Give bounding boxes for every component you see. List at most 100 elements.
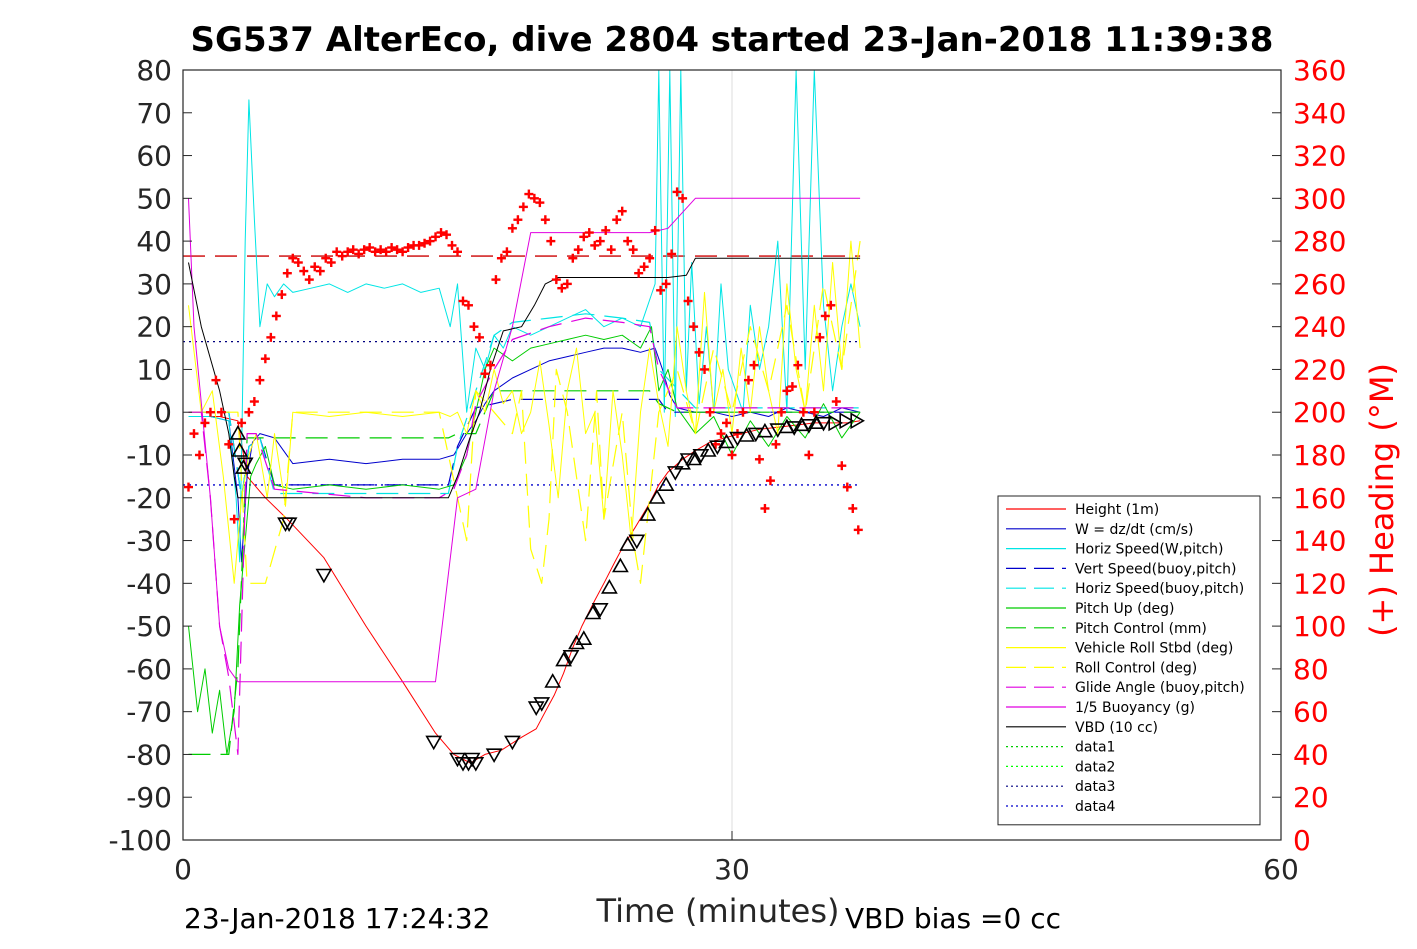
left-tick-label: 50: [136, 182, 172, 215]
legend-label: data2: [1075, 759, 1115, 775]
heading-point: [354, 249, 364, 259]
turn-marker: [280, 517, 298, 533]
series-line-roll_control: [188, 241, 861, 584]
heading-point: [771, 439, 781, 449]
turn-marker: [229, 424, 247, 440]
heading-point: [568, 253, 578, 263]
legend-label: Glide Angle (buoy,pitch): [1075, 680, 1245, 696]
right-tick-label: 160: [1293, 482, 1346, 515]
heading-point: [398, 247, 408, 257]
heading-point: [804, 450, 814, 460]
heading-point: [326, 258, 336, 267]
heading-point: [540, 215, 550, 225]
legend-entry: Horiz Speed(buoy,pitch): [1006, 581, 1244, 597]
turn-marker: [533, 697, 551, 712]
heading-point: [359, 245, 369, 255]
legend-entry: data3: [1006, 779, 1115, 795]
right-tick-label: 320: [1293, 140, 1346, 173]
heading-point: [376, 245, 386, 255]
turn-marker: [562, 649, 580, 665]
turn-marker: [315, 568, 333, 584]
right-tick-label: 140: [1293, 525, 1346, 558]
heading-point: [612, 215, 622, 225]
heading-point: [776, 407, 786, 417]
turn-marker: [628, 534, 646, 550]
heading-point: [584, 228, 594, 238]
heading-point: [672, 187, 682, 197]
heading-point: [590, 240, 600, 250]
legend-label: Vehicle Roll Stbd (deg): [1075, 641, 1233, 657]
heading-point: [260, 354, 270, 364]
heading-point: [551, 275, 561, 285]
heading-point: [403, 243, 413, 253]
heading-point: [387, 243, 397, 253]
heading-point: [842, 482, 852, 492]
axes: 80706050403020100-10-20-30-40-50-60-70-8…: [108, 54, 1346, 886]
right-tick-label: 60: [1293, 696, 1329, 729]
right-tick-label: 200: [1293, 396, 1346, 429]
heading-point: [365, 243, 375, 253]
right-tick-label: 260: [1293, 268, 1346, 301]
turn-marker: [639, 506, 657, 521]
heading-point: [244, 407, 254, 417]
left-tick-label: 70: [136, 97, 172, 130]
heading-point: [381, 247, 391, 257]
left-tick-label: -40: [126, 567, 172, 600]
legend-entry: data1: [1006, 740, 1115, 756]
legend-label: data3: [1075, 779, 1115, 795]
legend-label: Vert Speed(buoy,pitch): [1075, 561, 1237, 577]
heading-point: [656, 285, 666, 295]
heading-point: [853, 525, 863, 535]
left-tick-label: 60: [136, 140, 172, 173]
footer-timestamp: 23-Jan-2018 17:24:32: [184, 902, 490, 935]
heading-point: [282, 268, 292, 278]
legend-label: Roll Control (deg): [1075, 660, 1197, 676]
legend-entry: Pitch Control (mm): [1006, 621, 1207, 637]
heading-point: [700, 364, 710, 374]
heading-point: [513, 215, 523, 225]
x-tick-label: 0: [174, 853, 192, 886]
left-tick-label: 20: [136, 311, 172, 344]
right-tick-label: 280: [1293, 225, 1346, 258]
heading-point: [809, 407, 819, 417]
heading-point: [255, 375, 265, 385]
footer-vbd-bias: VBD bias =0 cc: [845, 902, 1061, 935]
heading-point: [573, 245, 583, 255]
legend-label: 1/5 Buoyancy (g): [1075, 700, 1195, 716]
turn-marker: [612, 557, 629, 573]
heading-point: [414, 240, 424, 250]
left-tick-label: -20: [126, 482, 172, 515]
turn-marker: [544, 673, 562, 688]
turn-marker: [648, 489, 666, 504]
legend-entry: Roll Control (deg): [1006, 660, 1197, 676]
heading-point: [826, 300, 836, 310]
right-tick-label: 20: [1293, 781, 1329, 814]
heading-point: [645, 253, 655, 263]
right-tick-label: 360: [1293, 54, 1346, 87]
heading-point: [447, 240, 457, 250]
series-line-height: [188, 416, 861, 764]
heading-point: [189, 429, 199, 439]
heading-point: [557, 283, 567, 293]
heading-point: [606, 245, 616, 255]
plot-area: [183, 70, 866, 840]
chart-title: SG537 AlterEco, dive 2804 started 23-Jan…: [191, 20, 1274, 60]
heading-point: [277, 290, 287, 300]
x-tick-label: 60: [1263, 853, 1299, 886]
turn-marker: [666, 466, 684, 481]
heading-point: [617, 206, 627, 216]
turn-marker: [828, 414, 844, 432]
heading-point: [348, 245, 358, 255]
x-tick-label: 30: [714, 853, 750, 886]
left-tick-label: -50: [126, 610, 172, 643]
turn-marker: [504, 735, 521, 751]
turn-marker: [657, 476, 675, 492]
turn-marker: [839, 412, 855, 430]
heading-point: [634, 268, 644, 278]
heading-point: [787, 382, 797, 392]
turn-marker: [231, 442, 249, 457]
heading-point: [628, 245, 638, 255]
heading-point: [601, 225, 611, 235]
heading-point: [469, 322, 479, 332]
